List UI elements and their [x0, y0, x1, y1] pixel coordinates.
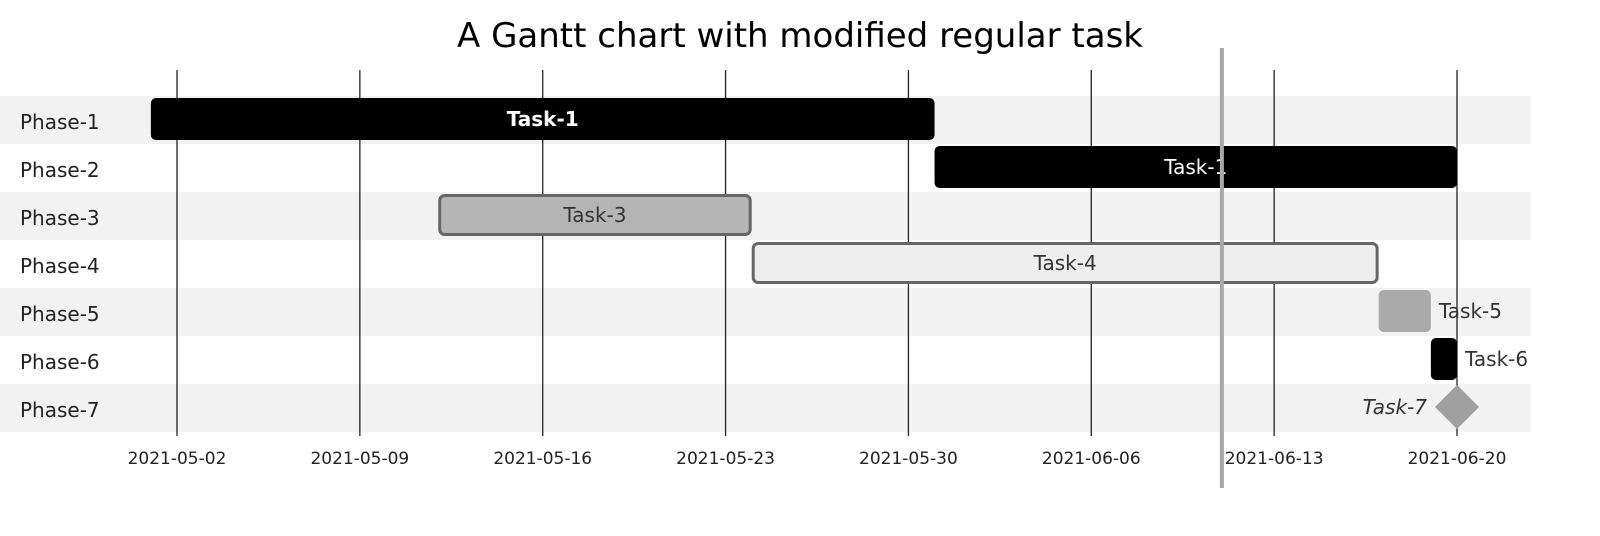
task-bar [438, 194, 752, 236]
x-tick-label: 2021-06-20 [1408, 449, 1507, 469]
task-bar [934, 146, 1457, 188]
row-label: Phase-6 [20, 350, 100, 374]
row-label: Phase-4 [20, 254, 100, 278]
x-tick-label: 2021-05-16 [493, 449, 592, 469]
row-label: Phase-3 [20, 206, 100, 230]
task-bar [1378, 290, 1431, 332]
task-label: Task-3 [562, 203, 626, 227]
task-label: Task-5 [1438, 299, 1502, 323]
row-label: Phase-7 [20, 398, 100, 422]
x-tick-label: 2021-06-13 [1225, 449, 1324, 469]
x-tick-label: 2021-05-02 [128, 449, 227, 469]
row-band [0, 288, 1531, 336]
x-tick-label: 2021-05-09 [310, 449, 409, 469]
row-band [0, 192, 1531, 240]
row-label: Phase-1 [20, 110, 100, 134]
task-bar [1430, 338, 1457, 380]
task-label: Task-1 [1163, 155, 1227, 179]
x-tick-label: 2021-06-06 [1042, 449, 1141, 469]
chart-title: A Gantt chart with modified regular task [457, 16, 1143, 56]
row-label: Phase-5 [20, 302, 100, 326]
x-tick-label: 2021-05-23 [676, 449, 775, 469]
task-label: Task-7 [1363, 395, 1428, 419]
task-bar [150, 98, 935, 140]
row-band [0, 384, 1531, 432]
row-label: Phase-2 [20, 158, 100, 182]
x-tick-label: 2021-05-30 [859, 449, 958, 469]
milestone-marker [1435, 385, 1479, 429]
task-label: Task-1 [507, 107, 579, 131]
task-label: Task-6 [1464, 347, 1528, 371]
task-label: Task-4 [1033, 251, 1097, 275]
